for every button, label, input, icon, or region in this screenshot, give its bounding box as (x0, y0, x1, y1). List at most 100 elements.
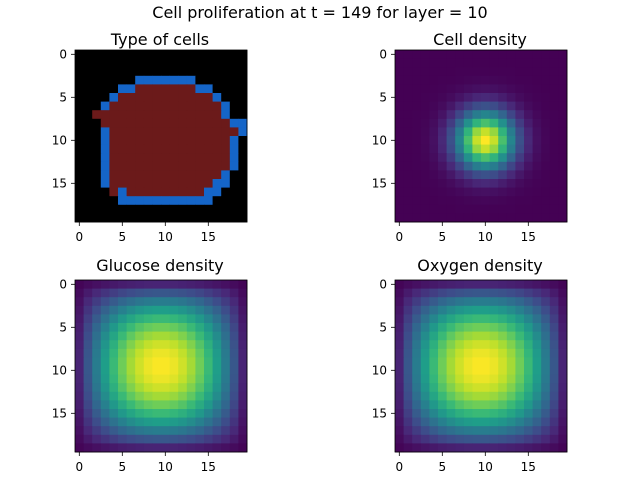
heatmap-cell (92, 331, 102, 341)
heatmap-cell (118, 288, 127, 298)
heatmap-cell (412, 144, 422, 154)
heatmap-cell (75, 323, 84, 332)
heatmap-cell (109, 383, 119, 393)
heatmap-cell (481, 161, 490, 171)
heatmap-cell (524, 67, 533, 77)
heatmap-cell (532, 434, 542, 444)
heatmap-cell (403, 50, 413, 59)
heatmap-cell (472, 357, 482, 367)
heatmap-cell (169, 170, 179, 180)
heatmap-cell (229, 409, 239, 418)
heatmap-cell (532, 426, 542, 436)
heatmap-cell (420, 280, 430, 289)
heatmap-cell (100, 409, 110, 418)
heatmap-cell (83, 179, 93, 188)
heatmap-cell (161, 67, 170, 77)
heatmap-cell (463, 426, 473, 436)
heatmap-cell (100, 101, 110, 111)
heatmap-cell (446, 58, 456, 68)
panel-title: Glucose density (96, 256, 224, 275)
heatmap-cell (446, 213, 456, 223)
heatmap-cell (506, 187, 516, 197)
heatmap-cell (83, 297, 93, 307)
heatmap-cell (135, 179, 145, 188)
heatmap-cell (186, 101, 196, 111)
heatmap-cell (472, 213, 482, 223)
heatmap-cell (186, 340, 196, 350)
heatmap-cell (169, 84, 179, 94)
heatmap-cell (161, 50, 170, 59)
heatmap-cell (143, 213, 153, 223)
heatmap-cell (169, 204, 179, 214)
heatmap-cell (229, 161, 239, 171)
x-tick-label: 0 (395, 230, 403, 244)
heatmap-cell (204, 297, 213, 307)
heatmap-cell (221, 297, 231, 307)
heatmap-cell (412, 58, 422, 68)
heatmap-cell (558, 434, 568, 444)
heatmap-cell (481, 383, 490, 393)
heatmap-cell (489, 187, 499, 197)
heatmap-cell (135, 58, 145, 68)
heatmap-cell (446, 93, 456, 102)
heatmap-cell (152, 314, 162, 324)
heatmap-cell (515, 340, 525, 350)
heatmap-cell (229, 297, 239, 307)
heatmap-cell (92, 348, 102, 358)
heatmap-cell (221, 280, 231, 289)
heatmap-cell (455, 400, 465, 410)
heatmap-cell (541, 357, 551, 367)
heatmap-cell (143, 280, 153, 289)
heatmap-cell (532, 58, 542, 68)
heatmap-cell (498, 136, 508, 145)
heatmap-cell (429, 58, 439, 68)
heatmap-cell (403, 417, 413, 427)
heatmap-cell (549, 331, 559, 341)
heatmap-cell (100, 110, 110, 120)
x-tick-label: 15 (201, 230, 216, 244)
heatmap-cell (532, 170, 542, 180)
heatmap-cell (506, 136, 516, 145)
heatmap-cell (472, 127, 482, 137)
heatmap-cell (186, 75, 196, 85)
heatmap-cell (429, 426, 439, 436)
axes-frame (74, 279, 248, 453)
heatmap-cell (221, 426, 231, 436)
heatmap-cell (221, 170, 231, 180)
heatmap-cell (541, 374, 551, 384)
heatmap-cell (549, 314, 559, 324)
heatmap-cell (143, 374, 153, 384)
heatmap-cell (549, 400, 559, 410)
heatmap-cell (524, 118, 533, 128)
heatmap-cell (83, 288, 93, 298)
heatmap-cell (395, 400, 404, 410)
heatmap-cell (515, 280, 525, 289)
panel-title: Oxygen density (417, 256, 542, 275)
heatmap-cell (109, 213, 119, 223)
heatmap-cell (178, 374, 188, 384)
heatmap-cell (212, 204, 222, 214)
heatmap-cell (472, 391, 482, 401)
heatmap-cell (515, 305, 525, 315)
heatmap-cell (195, 170, 205, 180)
heatmap-cell (126, 161, 136, 171)
heatmap-cell (204, 118, 213, 128)
heatmap-cell (75, 170, 84, 180)
heatmap-cell (83, 434, 93, 444)
heatmap-cell (83, 196, 93, 206)
heatmap-cell (143, 323, 153, 332)
heatmap-cell (135, 297, 145, 307)
heatmap-cell (161, 305, 170, 315)
heatmap-cell (100, 331, 110, 341)
heatmap-cell (558, 196, 568, 206)
heatmap-cell (204, 340, 213, 350)
heatmap-cell (412, 187, 422, 197)
heatmap-cell (92, 170, 102, 180)
x-tick-label: 15 (201, 460, 216, 474)
heatmap-cell (126, 348, 136, 358)
heatmap-cell (524, 331, 533, 341)
heatmap-cell (472, 374, 482, 384)
heatmap-cell (178, 400, 188, 410)
heatmap-cell (524, 153, 533, 163)
